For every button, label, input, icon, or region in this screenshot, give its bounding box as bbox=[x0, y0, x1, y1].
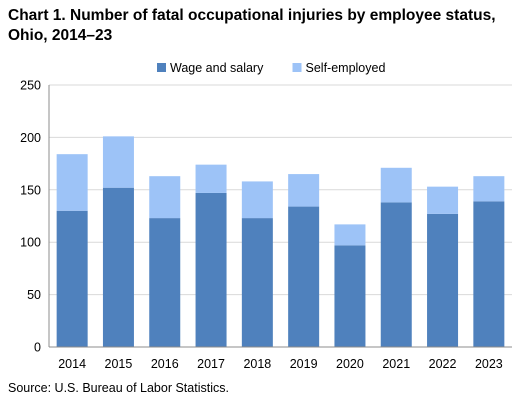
bar-self-employed-2017 bbox=[195, 164, 227, 193]
bar-self-employed-2018 bbox=[241, 181, 273, 219]
bar-wage-and-salary-2021 bbox=[380, 202, 412, 347]
bar-self-employed-2020 bbox=[334, 224, 366, 246]
legend-swatch-wage-and-salary bbox=[157, 63, 166, 72]
source-note: Source: U.S. Bureau of Labor Statistics. bbox=[8, 381, 229, 395]
bar-self-employed-2023 bbox=[473, 176, 505, 202]
bar-self-employed-2021 bbox=[380, 167, 412, 203]
legend: Wage and salary Self-employed bbox=[157, 61, 385, 75]
x-tick-label: 2020 bbox=[336, 357, 364, 371]
bar-wage-and-salary-2022 bbox=[427, 213, 459, 347]
x-tick-label: 2017 bbox=[197, 357, 225, 371]
legend-swatch-self-employed bbox=[292, 63, 302, 72]
legend-label-self-employed: Self-employed bbox=[306, 61, 386, 75]
bar-wage-and-salary-2019 bbox=[288, 206, 320, 347]
x-tick-label: 2023 bbox=[475, 357, 503, 371]
bar-self-employed-2014 bbox=[56, 154, 88, 211]
bar-wage-and-salary-2017 bbox=[195, 192, 227, 347]
bar-wage-and-salary-2014 bbox=[56, 210, 88, 347]
x-tick-label: 2015 bbox=[105, 357, 133, 371]
legend-label-wage-and-salary: Wage and salary bbox=[170, 61, 264, 75]
bar-self-employed-2015 bbox=[102, 136, 134, 188]
y-tick-label: 100 bbox=[20, 236, 41, 250]
bar-wage-and-salary-2015 bbox=[102, 187, 134, 347]
bar-self-employed-2019 bbox=[288, 174, 320, 207]
x-tick-label: 2019 bbox=[290, 357, 318, 371]
y-tick-label: 200 bbox=[20, 131, 41, 145]
bar-wage-and-salary-2023 bbox=[473, 201, 505, 347]
x-tick-label: 2022 bbox=[429, 357, 457, 371]
x-tick-label: 2021 bbox=[382, 357, 410, 371]
bar-wage-and-salary-2016 bbox=[149, 218, 181, 347]
y-tick-label: 50 bbox=[27, 288, 41, 302]
x-tick-label: 2014 bbox=[58, 357, 86, 371]
bar-self-employed-2022 bbox=[427, 186, 459, 214]
x-tick-label: 2018 bbox=[243, 357, 271, 371]
chart-title: Chart 1. Number of fatal occupational in… bbox=[8, 7, 496, 44]
y-tick-label: 250 bbox=[20, 79, 41, 93]
y-tick-label: 0 bbox=[34, 341, 41, 355]
y-tick-label: 150 bbox=[20, 183, 41, 197]
bar-self-employed-2016 bbox=[149, 176, 181, 219]
bar-wage-and-salary-2020 bbox=[334, 245, 366, 347]
x-tick-label: 2016 bbox=[151, 357, 179, 371]
bar-wage-and-salary-2018 bbox=[241, 218, 273, 347]
